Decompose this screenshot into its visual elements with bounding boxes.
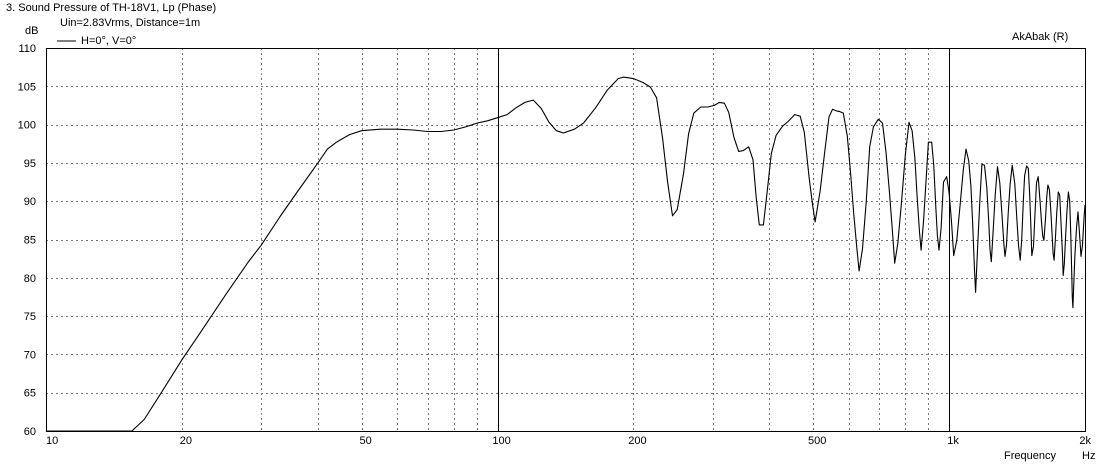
y-axis-label: dB xyxy=(25,25,38,37)
y-tick-label: 65 xyxy=(24,388,36,400)
x-tick-label: 2k xyxy=(1079,435,1091,447)
grid xyxy=(46,48,1085,431)
legend: H=0°, V=0° xyxy=(57,35,136,47)
y-tick-label: 75 xyxy=(24,311,36,323)
chart-subtitle: Uin=2.83Vrms, Distance=1m xyxy=(60,17,200,29)
x-tick-label: 200 xyxy=(628,435,646,447)
x-axis-label: Frequency xyxy=(1004,450,1056,462)
y-tick-label: 90 xyxy=(24,196,36,208)
y-tick-label: 80 xyxy=(24,273,36,285)
plot-frame xyxy=(46,48,1086,432)
y-tick-label: 60 xyxy=(24,426,36,438)
x-tick-label: 100 xyxy=(492,435,510,447)
y-tick-label: 110 xyxy=(18,43,36,55)
series-layer xyxy=(46,76,1086,432)
watermark: AkAbak (R) xyxy=(1012,31,1068,43)
x-tick-label: 20 xyxy=(180,435,192,447)
x-tick-labels: 10 20 50 100 200 500 1k 2k xyxy=(46,435,1091,447)
chart-title: 3. Sound Pressure of TH-18V1, Lp (Phase) xyxy=(6,2,216,14)
x-tick-label: 500 xyxy=(808,435,826,447)
x-tick-label: 50 xyxy=(359,435,371,447)
legend-label: H=0°, V=0° xyxy=(81,35,136,47)
y-tick-labels: 60 65 70 75 80 85 90 95 100 105 110 xyxy=(18,43,36,438)
y-tick-label: 100 xyxy=(18,120,36,132)
series-line xyxy=(46,76,1086,432)
x-tick-label: 10 xyxy=(46,435,58,447)
plot-border xyxy=(46,48,1086,432)
x-axis-unit: Hz xyxy=(1082,450,1095,462)
y-tick-label: 105 xyxy=(18,81,36,93)
x-tick-label: 1k xyxy=(947,435,959,447)
y-tick-label: 95 xyxy=(24,158,36,170)
y-tick-label: 70 xyxy=(24,349,36,361)
y-tick-label: 85 xyxy=(24,235,36,247)
